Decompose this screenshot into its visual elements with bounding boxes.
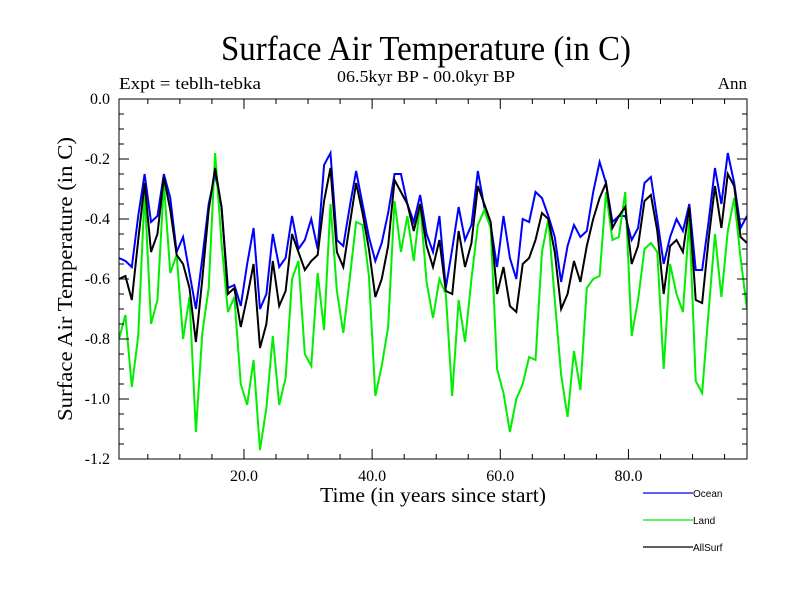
- plot-frame: [118, 98, 748, 460]
- tick-layer: [119, 98, 747, 460]
- legend-label: AllSurf: [693, 543, 723, 554]
- season-label: Ann: [718, 74, 748, 93]
- y-tick-label: -0.4: [85, 211, 110, 228]
- y-tick-label: 0.0: [90, 91, 110, 108]
- y-tick-label: -0.2: [85, 151, 110, 168]
- series-line-allsurf: [119, 167, 747, 349]
- experiment-label: Expt = teblh-tebka: [119, 74, 261, 93]
- legend-label: Ocean: [693, 489, 722, 500]
- y-tick-label: -1.0: [85, 391, 110, 408]
- y-tick-label: -0.8: [85, 331, 110, 348]
- plot-area: [118, 98, 748, 460]
- x-tick-label: 20.0: [230, 468, 258, 485]
- x-tick-label: 60.0: [486, 468, 514, 485]
- x-tick-label: 80.0: [614, 468, 642, 485]
- legend: Ocean Land AllSurf: [643, 489, 723, 554]
- y-tick-label: -0.6: [85, 271, 110, 288]
- legend-item-land: Land: [643, 516, 715, 527]
- x-tick-label: 40.0: [358, 468, 386, 485]
- legend-item-allsurf: AllSurf: [643, 543, 723, 554]
- y-tick-labels: 0.0 -0.2 -0.4 -0.6 -0.8 -1.0 -1.2: [85, 91, 110, 468]
- chart-title: Surface Air Temperature (in C): [221, 29, 631, 68]
- legend-item-ocean: Ocean: [643, 489, 722, 500]
- y-axis-label: Surface Air Temperature (in C): [53, 137, 77, 421]
- series-layer: [119, 149, 747, 451]
- series-line-land: [119, 152, 747, 451]
- x-axis-label: Time (in years since start): [320, 483, 546, 507]
- x-tick-labels: 20.0 40.0 60.0 80.0: [230, 468, 642, 485]
- legend-label: Land: [693, 516, 715, 527]
- y-tick-label: -1.2: [85, 451, 110, 468]
- chart-subtitle: 06.5kyr BP - 00.0kyr BP: [337, 67, 515, 86]
